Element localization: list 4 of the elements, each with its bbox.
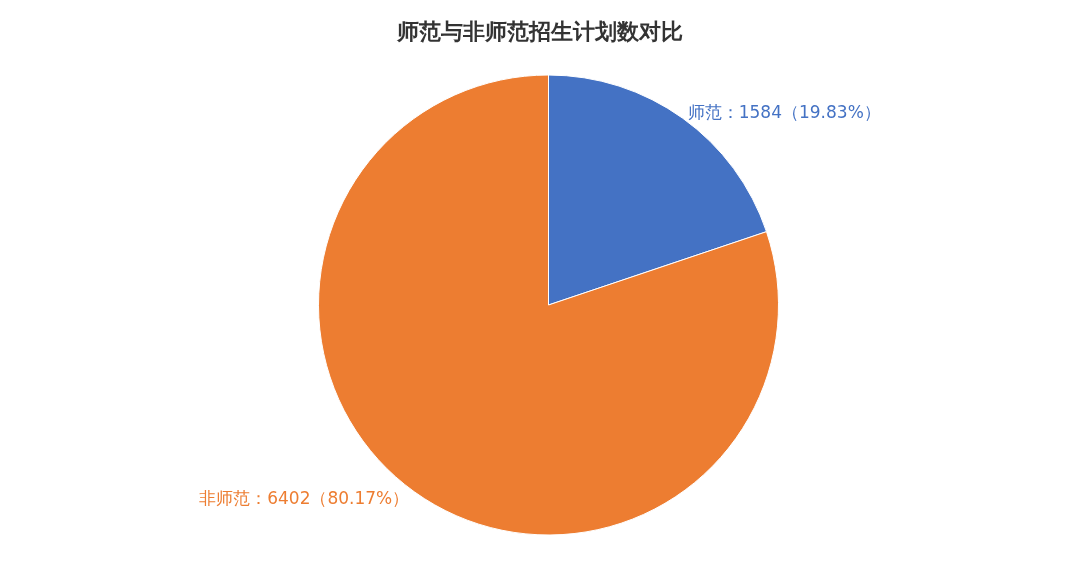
- pie-slice: [318, 74, 779, 536]
- slice-label: 师范：1584（19.83%）: [687, 101, 881, 122]
- slice-label: 非师范：6402（80.17%）: [199, 488, 410, 509]
- chart-title: 师范与非师范招生计划数对比: [396, 18, 683, 44]
